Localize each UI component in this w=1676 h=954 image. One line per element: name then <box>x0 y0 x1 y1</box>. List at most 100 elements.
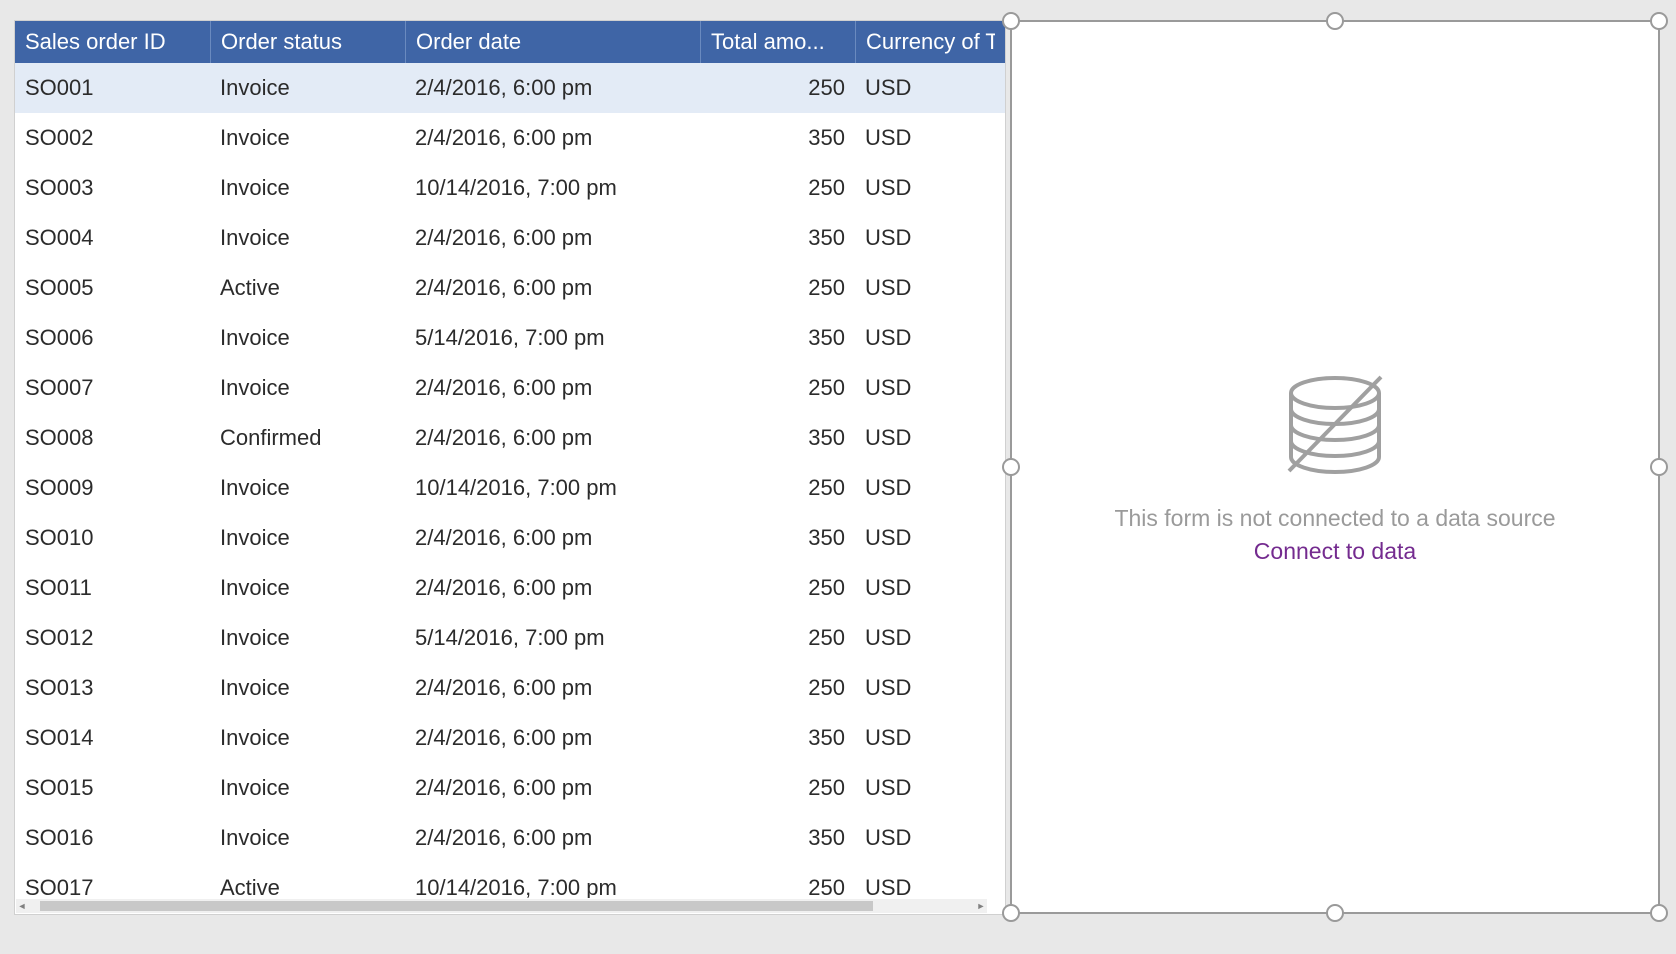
column-header-currency[interactable]: Currency of T <box>855 21 995 63</box>
cell-status: Invoice <box>210 775 405 801</box>
cell-status: Invoice <box>210 225 405 251</box>
cell-date: 2/4/2016, 6:00 pm <box>405 75 700 101</box>
resize-handle-bottom-center[interactable] <box>1326 904 1344 922</box>
sales-order-grid[interactable]: Sales order ID Order status Order date T… <box>14 20 1006 915</box>
table-row[interactable]: SO014Invoice2/4/2016, 6:00 pm350USD <box>15 713 1005 763</box>
column-header-amount[interactable]: Total amo... <box>700 21 855 63</box>
cell-status: Invoice <box>210 325 405 351</box>
cell-currency: USD <box>855 375 995 401</box>
scroll-thumb[interactable] <box>40 901 873 911</box>
column-header-date[interactable]: Order date <box>405 21 700 63</box>
scroll-track[interactable] <box>28 899 975 913</box>
cell-amount: 350 <box>700 525 855 551</box>
cell-date: 2/4/2016, 6:00 pm <box>405 775 700 801</box>
cell-date: 10/14/2016, 7:00 pm <box>405 175 700 201</box>
grid-body[interactable]: SO001Invoice2/4/2016, 6:00 pm250USDSO002… <box>15 63 1005 898</box>
resize-handle-top-right[interactable] <box>1650 12 1668 30</box>
cell-status: Invoice <box>210 675 405 701</box>
database-disconnected-icon <box>1275 369 1395 489</box>
resize-handle-bottom-right[interactable] <box>1650 904 1668 922</box>
cell-id: SO010 <box>15 525 210 551</box>
cell-date: 2/4/2016, 6:00 pm <box>405 425 700 451</box>
cell-id: SO005 <box>15 275 210 301</box>
form-control[interactable]: This form is not connected to a data sou… <box>1010 20 1660 914</box>
cell-id: SO003 <box>15 175 210 201</box>
cell-currency: USD <box>855 825 995 851</box>
cell-amount: 250 <box>700 675 855 701</box>
cell-currency: USD <box>855 175 995 201</box>
cell-id: SO017 <box>15 875 210 898</box>
table-row[interactable]: SO003Invoice10/14/2016, 7:00 pm250USD <box>15 163 1005 213</box>
resize-handle-top-left[interactable] <box>1002 12 1020 30</box>
cell-id: SO006 <box>15 325 210 351</box>
grid-header-row: Sales order ID Order status Order date T… <box>15 21 1005 63</box>
column-header-status[interactable]: Order status <box>210 21 405 63</box>
cell-amount: 250 <box>700 75 855 101</box>
cell-currency: USD <box>855 725 995 751</box>
table-row[interactable]: SO011Invoice2/4/2016, 6:00 pm250USD <box>15 563 1005 613</box>
connect-to-data-link[interactable]: Connect to data <box>1254 538 1416 565</box>
cell-currency: USD <box>855 325 995 351</box>
cell-amount: 350 <box>700 825 855 851</box>
cell-id: SO011 <box>15 575 210 601</box>
table-row[interactable]: SO017Active10/14/2016, 7:00 pm250USD <box>15 863 1005 898</box>
cell-status: Invoice <box>210 625 405 651</box>
cell-status: Invoice <box>210 375 405 401</box>
cell-amount: 250 <box>700 575 855 601</box>
cell-id: SO002 <box>15 125 210 151</box>
cell-date: 5/14/2016, 7:00 pm <box>405 625 700 651</box>
cell-status: Invoice <box>210 125 405 151</box>
scroll-right-arrow-icon[interactable]: ► <box>975 899 987 913</box>
column-header-id[interactable]: Sales order ID <box>15 21 210 63</box>
cell-status: Invoice <box>210 525 405 551</box>
cell-status: Active <box>210 875 405 898</box>
table-row[interactable]: SO005Active2/4/2016, 6:00 pm250USD <box>15 263 1005 313</box>
resize-handle-top-center[interactable] <box>1326 12 1344 30</box>
resize-handle-middle-left[interactable] <box>1002 458 1020 476</box>
table-row[interactable]: SO004Invoice2/4/2016, 6:00 pm350USD <box>15 213 1005 263</box>
cell-id: SO001 <box>15 75 210 101</box>
app-canvas: Sales order ID Order status Order date T… <box>0 0 1676 954</box>
table-row[interactable]: SO001Invoice2/4/2016, 6:00 pm250USD <box>15 63 1005 113</box>
cell-amount: 350 <box>700 125 855 151</box>
cell-amount: 250 <box>700 775 855 801</box>
cell-currency: USD <box>855 475 995 501</box>
table-row[interactable]: SO015Invoice2/4/2016, 6:00 pm250USD <box>15 763 1005 813</box>
table-row[interactable]: SO008Confirmed2/4/2016, 6:00 pm350USD <box>15 413 1005 463</box>
table-row[interactable]: SO012Invoice5/14/2016, 7:00 pm250USD <box>15 613 1005 663</box>
cell-date: 2/4/2016, 6:00 pm <box>405 125 700 151</box>
cell-id: SO016 <box>15 825 210 851</box>
cell-id: SO015 <box>15 775 210 801</box>
cell-date: 2/4/2016, 6:00 pm <box>405 225 700 251</box>
cell-amount: 250 <box>700 875 855 898</box>
cell-status: Invoice <box>210 825 405 851</box>
cell-currency: USD <box>855 225 995 251</box>
resize-handle-middle-right[interactable] <box>1650 458 1668 476</box>
cell-status: Invoice <box>210 475 405 501</box>
cell-amount: 250 <box>700 275 855 301</box>
table-row[interactable]: SO002Invoice2/4/2016, 6:00 pm350USD <box>15 113 1005 163</box>
cell-status: Invoice <box>210 175 405 201</box>
cell-amount: 350 <box>700 325 855 351</box>
table-row[interactable]: SO006Invoice5/14/2016, 7:00 pm350USD <box>15 313 1005 363</box>
cell-amount: 250 <box>700 475 855 501</box>
cell-amount: 250 <box>700 375 855 401</box>
table-row[interactable]: SO013Invoice2/4/2016, 6:00 pm250USD <box>15 663 1005 713</box>
cell-id: SO014 <box>15 725 210 751</box>
cell-id: SO008 <box>15 425 210 451</box>
cell-id: SO004 <box>15 225 210 251</box>
cell-currency: USD <box>855 675 995 701</box>
cell-amount: 350 <box>700 725 855 751</box>
cell-id: SO012 <box>15 625 210 651</box>
table-row[interactable]: SO016Invoice2/4/2016, 6:00 pm350USD <box>15 813 1005 863</box>
cell-id: SO013 <box>15 675 210 701</box>
table-row[interactable]: SO009Invoice10/14/2016, 7:00 pm250USD <box>15 463 1005 513</box>
resize-handle-bottom-left[interactable] <box>1002 904 1020 922</box>
table-row[interactable]: SO010Invoice2/4/2016, 6:00 pm350USD <box>15 513 1005 563</box>
cell-date: 5/14/2016, 7:00 pm <box>405 325 700 351</box>
table-row[interactable]: SO007Invoice2/4/2016, 6:00 pm250USD <box>15 363 1005 413</box>
cell-date: 10/14/2016, 7:00 pm <box>405 875 700 898</box>
cell-id: SO009 <box>15 475 210 501</box>
scroll-left-arrow-icon[interactable]: ◄ <box>16 899 28 913</box>
horizontal-scrollbar[interactable]: ◄ ► <box>16 899 987 913</box>
